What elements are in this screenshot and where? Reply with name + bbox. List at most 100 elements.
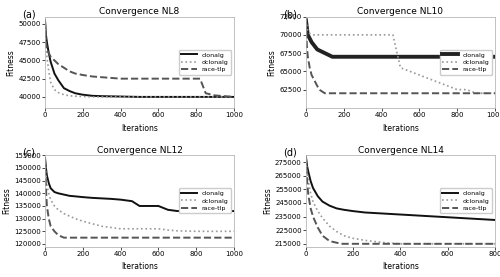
race-tlp xyxy=(46,217,52,220)
clonalg xyxy=(118,95,124,98)
Y-axis label: Fitness: Fitness xyxy=(6,49,16,76)
dclonalg xyxy=(468,242,474,245)
dclonalg xyxy=(398,66,404,69)
race-tlp xyxy=(108,76,114,79)
race-tlp xyxy=(156,236,162,239)
clonalg xyxy=(212,209,218,213)
race-tlp xyxy=(90,75,96,78)
dclonalg xyxy=(72,217,78,220)
race-tlp xyxy=(66,70,72,73)
dclonalg xyxy=(436,81,442,84)
clonalg xyxy=(378,55,384,58)
dclonalg xyxy=(426,77,432,80)
race-tlp xyxy=(66,236,72,239)
clonalg xyxy=(314,194,320,198)
Line: race-tlp: race-tlp xyxy=(306,157,495,244)
race-tlp xyxy=(473,92,479,95)
dclonalg xyxy=(421,242,427,245)
dclonalg xyxy=(390,33,396,37)
Line: dclonalg: dclonalg xyxy=(45,158,234,231)
Text: (b): (b) xyxy=(283,9,297,19)
dclonalg xyxy=(398,242,404,245)
dclonalg xyxy=(194,95,200,99)
clonalg xyxy=(66,194,72,198)
race-tlp xyxy=(55,234,61,237)
dclonalg xyxy=(308,192,314,195)
race-tlp xyxy=(306,193,312,196)
clonalg xyxy=(374,212,380,215)
clonalg xyxy=(80,93,86,96)
clonalg xyxy=(61,193,67,196)
clonalg xyxy=(194,95,200,99)
clonalg xyxy=(334,207,340,210)
dclonalg xyxy=(433,242,439,245)
race-tlp xyxy=(326,239,332,243)
clonalg xyxy=(46,52,52,55)
race-tlp xyxy=(304,179,310,183)
race-tlp xyxy=(174,77,180,80)
dclonalg xyxy=(48,198,54,201)
dclonalg xyxy=(212,230,218,233)
race-tlp xyxy=(44,48,50,51)
clonalg xyxy=(362,211,368,214)
dclonalg xyxy=(44,55,50,58)
dclonalg xyxy=(473,92,479,95)
clonalg xyxy=(492,218,498,222)
dclonalg xyxy=(194,230,200,233)
clonalg xyxy=(44,40,50,44)
clonalg xyxy=(303,19,309,22)
dclonalg xyxy=(310,200,316,203)
dclonalg xyxy=(174,95,180,99)
race-tlp xyxy=(55,62,61,66)
race-tlp xyxy=(350,242,356,245)
dclonalg xyxy=(202,95,208,99)
clonalg xyxy=(146,204,152,208)
dclonalg xyxy=(90,222,96,225)
clonalg xyxy=(156,204,162,208)
race-tlp xyxy=(308,207,314,210)
clonalg xyxy=(136,204,142,208)
Legend: clonalg, dclonalg, race-tlp: clonalg, dclonalg, race-tlp xyxy=(178,188,231,213)
race-tlp xyxy=(80,73,86,77)
dclonalg xyxy=(310,33,316,37)
race-tlp xyxy=(222,94,228,98)
Text: (d): (d) xyxy=(283,148,297,158)
clonalg xyxy=(492,55,498,58)
dclonalg xyxy=(304,170,310,173)
dclonalg xyxy=(314,33,320,37)
dclonalg xyxy=(492,242,498,245)
race-tlp xyxy=(42,19,48,22)
Line: clonalg: clonalg xyxy=(45,158,234,211)
race-tlp xyxy=(61,236,67,239)
clonalg xyxy=(129,199,135,203)
race-tlp xyxy=(98,236,104,239)
dclonalg xyxy=(231,230,237,233)
dclonalg xyxy=(362,239,368,242)
dclonalg xyxy=(482,92,488,95)
race-tlp xyxy=(118,77,124,80)
dclonalg xyxy=(444,84,450,88)
dclonalg xyxy=(80,95,86,98)
dclonalg xyxy=(320,216,326,220)
X-axis label: Iterations: Iterations xyxy=(121,262,158,271)
race-tlp xyxy=(197,77,203,80)
dclonalg xyxy=(305,30,311,33)
clonalg xyxy=(48,60,54,63)
clonalg xyxy=(55,192,61,195)
dclonalg xyxy=(42,19,48,22)
dclonalg xyxy=(456,242,462,245)
dclonalg xyxy=(335,33,341,37)
clonalg xyxy=(305,33,311,37)
dclonalg xyxy=(480,242,486,245)
clonalg xyxy=(212,95,218,99)
clonalg xyxy=(136,95,142,99)
dclonalg xyxy=(61,93,67,96)
dclonalg xyxy=(66,214,72,218)
clonalg xyxy=(468,217,474,220)
race-tlp xyxy=(310,215,316,218)
dclonalg xyxy=(384,33,390,37)
dclonalg xyxy=(444,242,450,245)
X-axis label: Iterations: Iterations xyxy=(382,124,419,133)
clonalg xyxy=(322,52,328,55)
race-tlp xyxy=(80,236,86,239)
